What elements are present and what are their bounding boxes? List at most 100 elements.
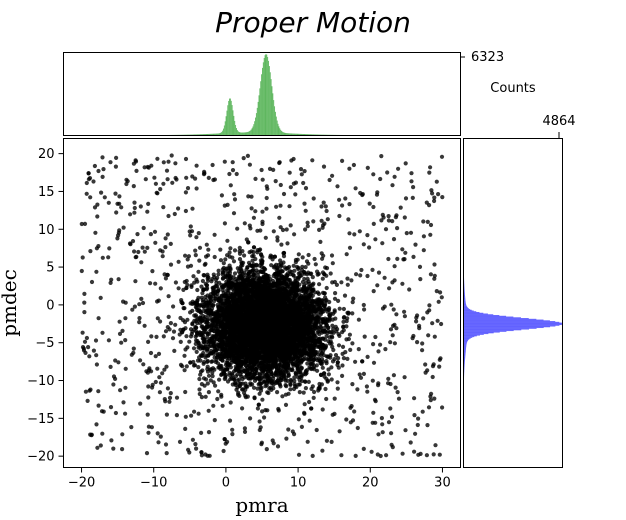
right-histogram-bar (463, 337, 471, 339)
top-histogram-bar (237, 131, 239, 136)
right-histogram-bar (463, 319, 544, 321)
scatter-point (306, 379, 311, 384)
scatter-point (237, 257, 243, 262)
scatter-point (323, 386, 328, 392)
right-histogram-bar (463, 343, 467, 345)
scatter-point (341, 306, 346, 312)
top-histogram-bar (222, 130, 224, 136)
top-histogram-bar (306, 134, 308, 136)
top-histogram-bar (231, 105, 233, 136)
scatter-point (280, 394, 285, 399)
scatter-point (339, 280, 344, 285)
scatter-point (328, 353, 333, 358)
scatter-point (288, 387, 293, 392)
right-histogram-bar (463, 333, 484, 335)
scatter-point (351, 296, 356, 301)
scatter-point (303, 265, 308, 270)
scatter-point (312, 389, 317, 395)
top-histogram-bar (230, 100, 232, 136)
top-histogram-bar (218, 133, 220, 136)
right-histogram-bar (463, 292, 465, 294)
right-histogram-bar (463, 300, 466, 302)
scatter-point (333, 291, 338, 296)
scatter-point (182, 353, 187, 358)
scatter-point (341, 324, 346, 330)
top-histogram-bar (253, 124, 255, 136)
right-histogram-bar (463, 302, 466, 304)
right-histogram-bar (463, 339, 468, 341)
top-histogram-bar (227, 105, 229, 136)
top-histogram-bar (281, 131, 283, 136)
scatter-point (311, 281, 316, 286)
top-histogram-bar (269, 72, 271, 136)
top-histogram-bar (311, 134, 313, 136)
top-histogram-bar (217, 133, 219, 136)
top-histogram-bar (198, 134, 200, 136)
scatter-point (260, 397, 265, 402)
scatter-point (300, 264, 305, 269)
scatter-point (291, 263, 296, 268)
scatter-point (330, 344, 335, 349)
right-histogram-bar (463, 362, 465, 364)
top-histogram-bar (261, 74, 263, 136)
scatter-point (206, 373, 212, 378)
scatter-point (227, 250, 232, 255)
scatter-point (329, 377, 334, 382)
right-histogram-bar (463, 327, 537, 329)
right-histogram-bar (463, 299, 466, 301)
scatter-point (197, 376, 202, 382)
top-histogram-bar (226, 110, 228, 136)
scatter-point (176, 286, 181, 291)
top-histogram-bar (195, 134, 197, 136)
top-histogram-bar (310, 134, 312, 136)
scatter-point (257, 375, 262, 380)
right-histogram-bar (463, 325, 556, 327)
right-histogram-bar (463, 289, 465, 291)
top-histogram-bar (277, 123, 279, 136)
top-histogram-bar (315, 134, 317, 136)
top-histogram-bar (276, 120, 278, 136)
top-histogram-bar (236, 128, 237, 136)
top-histogram-frame (63, 52, 461, 136)
top-histogram-bar (254, 121, 256, 136)
top-histogram-bar (196, 134, 198, 136)
right-histogram-bar (463, 360, 465, 362)
right-histogram-bar (463, 305, 467, 307)
top-histogram-bar (299, 133, 301, 136)
top-histogram-bar (309, 134, 311, 136)
top-histogram-bar (242, 132, 244, 136)
scatter-point (206, 278, 211, 283)
right-histogram-bar (463, 346, 467, 348)
scatter-point (240, 387, 245, 392)
scatter-point (217, 377, 222, 382)
scatter-point (213, 296, 218, 301)
scatter-point (255, 273, 260, 278)
right-histogram-bar (463, 310, 474, 312)
scatter-point (205, 331, 210, 336)
right-histogram: 4864 (463, 114, 576, 468)
top-histogram-bar (245, 132, 247, 136)
top-histogram-bar (215, 133, 217, 136)
top-histogram-bar (278, 126, 280, 136)
top-histogram-bar (288, 133, 290, 136)
scatter-point (340, 344, 346, 349)
scatter-point (356, 347, 361, 352)
right-histogram-bar (463, 335, 477, 337)
right-histogram-bar (463, 309, 472, 311)
top-histogram-bar (208, 133, 210, 136)
right-histogram-bar (463, 357, 466, 359)
right-histogram-bar (463, 298, 466, 300)
right-histogram-bar (463, 328, 529, 330)
top-histogram-bar (247, 131, 249, 136)
top-histogram-bar (202, 134, 204, 136)
top-histogram-bar (201, 134, 203, 136)
top-histogram-bar (282, 132, 284, 136)
scatter-point (209, 359, 214, 364)
scatter-point (345, 316, 350, 321)
top-histogram-bar (197, 134, 198, 136)
top-histogram-bar (294, 133, 296, 136)
right-histogram-bar (463, 336, 475, 338)
top-histogram-bar (264, 55, 266, 136)
scatter-point (341, 328, 346, 333)
